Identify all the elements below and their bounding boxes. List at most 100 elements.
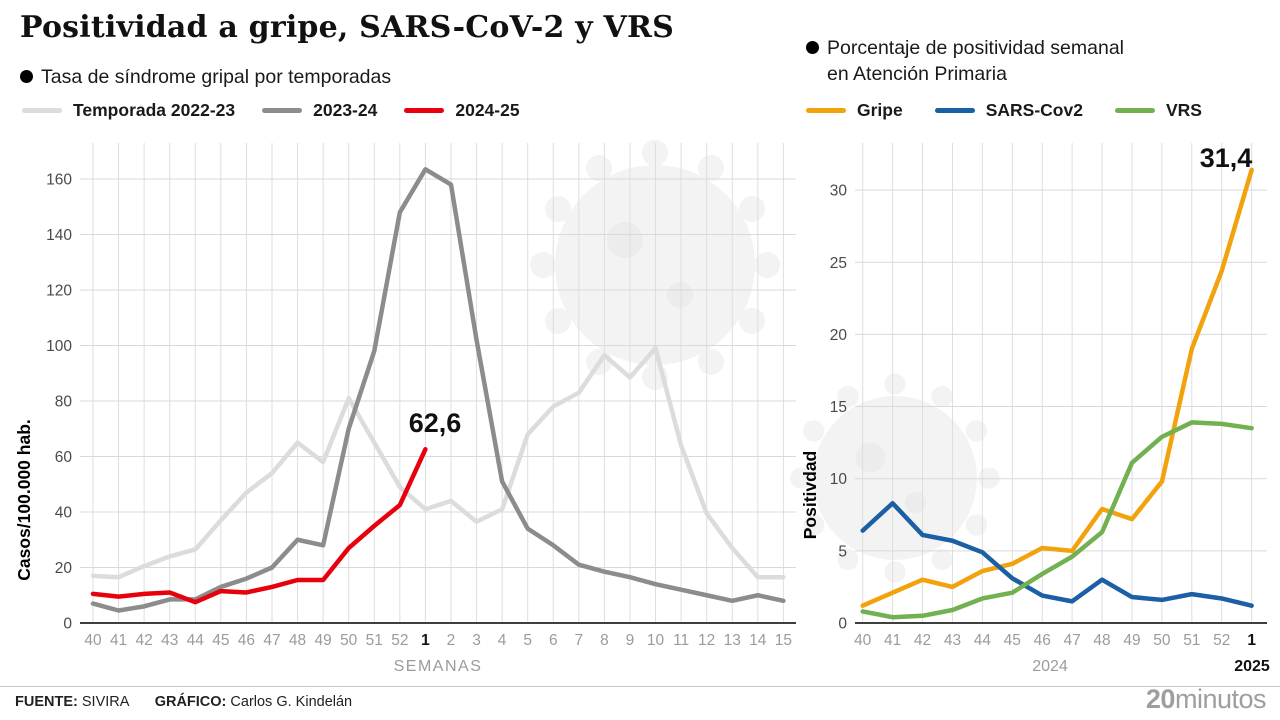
svg-text:45: 45 bbox=[1004, 632, 1021, 649]
svg-text:60: 60 bbox=[55, 449, 73, 466]
legend-label: 2024-25 bbox=[455, 100, 520, 120]
svg-text:120: 120 bbox=[46, 283, 72, 300]
svg-text:52: 52 bbox=[391, 632, 408, 649]
line-swatch bbox=[404, 108, 445, 113]
svg-text:Casos/100.000 hab.: Casos/100.000 hab. bbox=[14, 419, 34, 580]
legend-label: 2023-24 bbox=[313, 100, 378, 120]
svg-text:100: 100 bbox=[46, 338, 72, 355]
page-title: Positividad a gripe, SARS-CoV-2 y VRS bbox=[20, 10, 674, 45]
svg-text:49: 49 bbox=[1123, 632, 1140, 649]
svg-text:41: 41 bbox=[110, 632, 127, 649]
line-swatch bbox=[806, 108, 846, 113]
svg-text:3: 3 bbox=[472, 632, 481, 649]
line-swatch bbox=[262, 108, 303, 113]
svg-text:10: 10 bbox=[830, 471, 848, 488]
svg-text:6: 6 bbox=[549, 632, 558, 649]
svg-text:8: 8 bbox=[600, 632, 609, 649]
svg-text:0: 0 bbox=[63, 616, 72, 633]
svg-text:40: 40 bbox=[84, 632, 102, 649]
svg-text:46: 46 bbox=[238, 632, 255, 649]
legend-label: VRS bbox=[1165, 100, 1202, 120]
svg-text:25: 25 bbox=[830, 255, 847, 272]
svg-text:7: 7 bbox=[575, 632, 584, 649]
svg-text:40: 40 bbox=[854, 632, 872, 649]
right-chart-legend: Gripe SARS-Cov2 VRS bbox=[806, 100, 1202, 121]
credit-value: Carlos G. Kindelán bbox=[230, 694, 353, 710]
svg-text:40: 40 bbox=[55, 505, 73, 522]
svg-text:50: 50 bbox=[340, 632, 358, 649]
svg-text:45: 45 bbox=[212, 632, 229, 649]
svg-text:12: 12 bbox=[698, 632, 715, 649]
bullet-icon bbox=[20, 70, 33, 83]
svg-text:2024: 2024 bbox=[1032, 658, 1068, 675]
svg-text:160: 160 bbox=[46, 172, 72, 189]
svg-text:52: 52 bbox=[1213, 632, 1230, 649]
svg-text:1: 1 bbox=[1247, 632, 1256, 649]
svg-text:14: 14 bbox=[749, 632, 767, 649]
legend-item-vrs: VRS bbox=[1114, 100, 1202, 121]
svg-text:20: 20 bbox=[55, 560, 73, 577]
svg-text:80: 80 bbox=[55, 394, 73, 411]
line-swatch bbox=[934, 108, 975, 113]
footer-credits: FUENTE: SIVIRA GRÁFICO: Carlos G. Kindel… bbox=[15, 694, 352, 710]
svg-text:2025: 2025 bbox=[1234, 658, 1270, 675]
svg-text:42: 42 bbox=[914, 632, 931, 649]
source-label: FUENTE: bbox=[15, 694, 78, 710]
brand-logo: 20minutos bbox=[1145, 684, 1267, 714]
right-chart-subtitle: Porcentaje de positividad semanal en Ate… bbox=[806, 35, 1206, 87]
svg-text:42: 42 bbox=[136, 632, 153, 649]
line-swatch bbox=[1114, 108, 1155, 113]
source-value: SIVIRA bbox=[81, 694, 129, 710]
svg-text:48: 48 bbox=[289, 632, 306, 649]
legend-label: SARS-Cov2 bbox=[985, 100, 1083, 120]
legend-item-2024-25: 2024-25 bbox=[404, 100, 520, 121]
svg-text:5: 5 bbox=[838, 543, 847, 560]
svg-text:47: 47 bbox=[1064, 632, 1081, 649]
svg-text:43: 43 bbox=[944, 632, 961, 649]
svg-text:1: 1 bbox=[421, 632, 430, 649]
legend-label: Gripe bbox=[857, 100, 903, 120]
svg-text:51: 51 bbox=[366, 632, 383, 649]
legend-item-temporada-2022-23: Temporada 2022-23 bbox=[22, 100, 235, 121]
svg-text:15: 15 bbox=[775, 632, 792, 649]
svg-text:SEMANAS: SEMANAS bbox=[394, 658, 483, 675]
svg-text:Positivdad: Positivdad bbox=[800, 451, 820, 540]
footer-divider bbox=[0, 686, 1280, 687]
left-chart-legend: Temporada 2022-23 2023-24 2024-25 bbox=[22, 100, 520, 121]
svg-text:41: 41 bbox=[884, 632, 901, 649]
credit-label: GRÁFICO: bbox=[154, 694, 227, 710]
legend-item-sars-cov2: SARS-Cov2 bbox=[934, 100, 1083, 121]
legend-label: Temporada 2022-23 bbox=[73, 100, 236, 120]
svg-text:48: 48 bbox=[1093, 632, 1110, 649]
svg-text:13: 13 bbox=[724, 632, 741, 649]
svg-text:0: 0 bbox=[838, 616, 847, 633]
svg-text:140: 140 bbox=[46, 227, 72, 244]
legend-item-2023-24: 2023-24 bbox=[262, 100, 377, 121]
svg-text:11: 11 bbox=[673, 632, 689, 649]
svg-text:51: 51 bbox=[1183, 632, 1200, 649]
svg-text:50: 50 bbox=[1153, 632, 1171, 649]
svg-text:4: 4 bbox=[498, 632, 507, 649]
left-chart-subtitle: Tasa de síndrome gripal por temporadas bbox=[20, 64, 391, 90]
right-chart-subtitle-text: Porcentaje de positividad semanal en Ate… bbox=[827, 37, 1125, 85]
svg-text:46: 46 bbox=[1034, 632, 1051, 649]
svg-text:2: 2 bbox=[447, 632, 456, 649]
svg-text:10: 10 bbox=[647, 632, 665, 649]
svg-text:49: 49 bbox=[315, 632, 332, 649]
svg-text:9: 9 bbox=[626, 632, 635, 649]
bullet-icon bbox=[806, 41, 819, 54]
svg-text:31,4: 31,4 bbox=[1200, 143, 1253, 173]
svg-text:44: 44 bbox=[187, 632, 205, 649]
svg-text:15: 15 bbox=[830, 399, 847, 416]
svg-text:20: 20 bbox=[830, 327, 848, 344]
svg-text:43: 43 bbox=[161, 632, 178, 649]
line-swatch bbox=[22, 108, 62, 113]
svg-text:44: 44 bbox=[974, 632, 992, 649]
svg-text:47: 47 bbox=[263, 632, 280, 649]
svg-text:5: 5 bbox=[523, 632, 532, 649]
svg-text:62,6: 62,6 bbox=[409, 408, 462, 438]
left-chart-subtitle-text: Tasa de síndrome gripal por temporadas bbox=[41, 66, 392, 88]
